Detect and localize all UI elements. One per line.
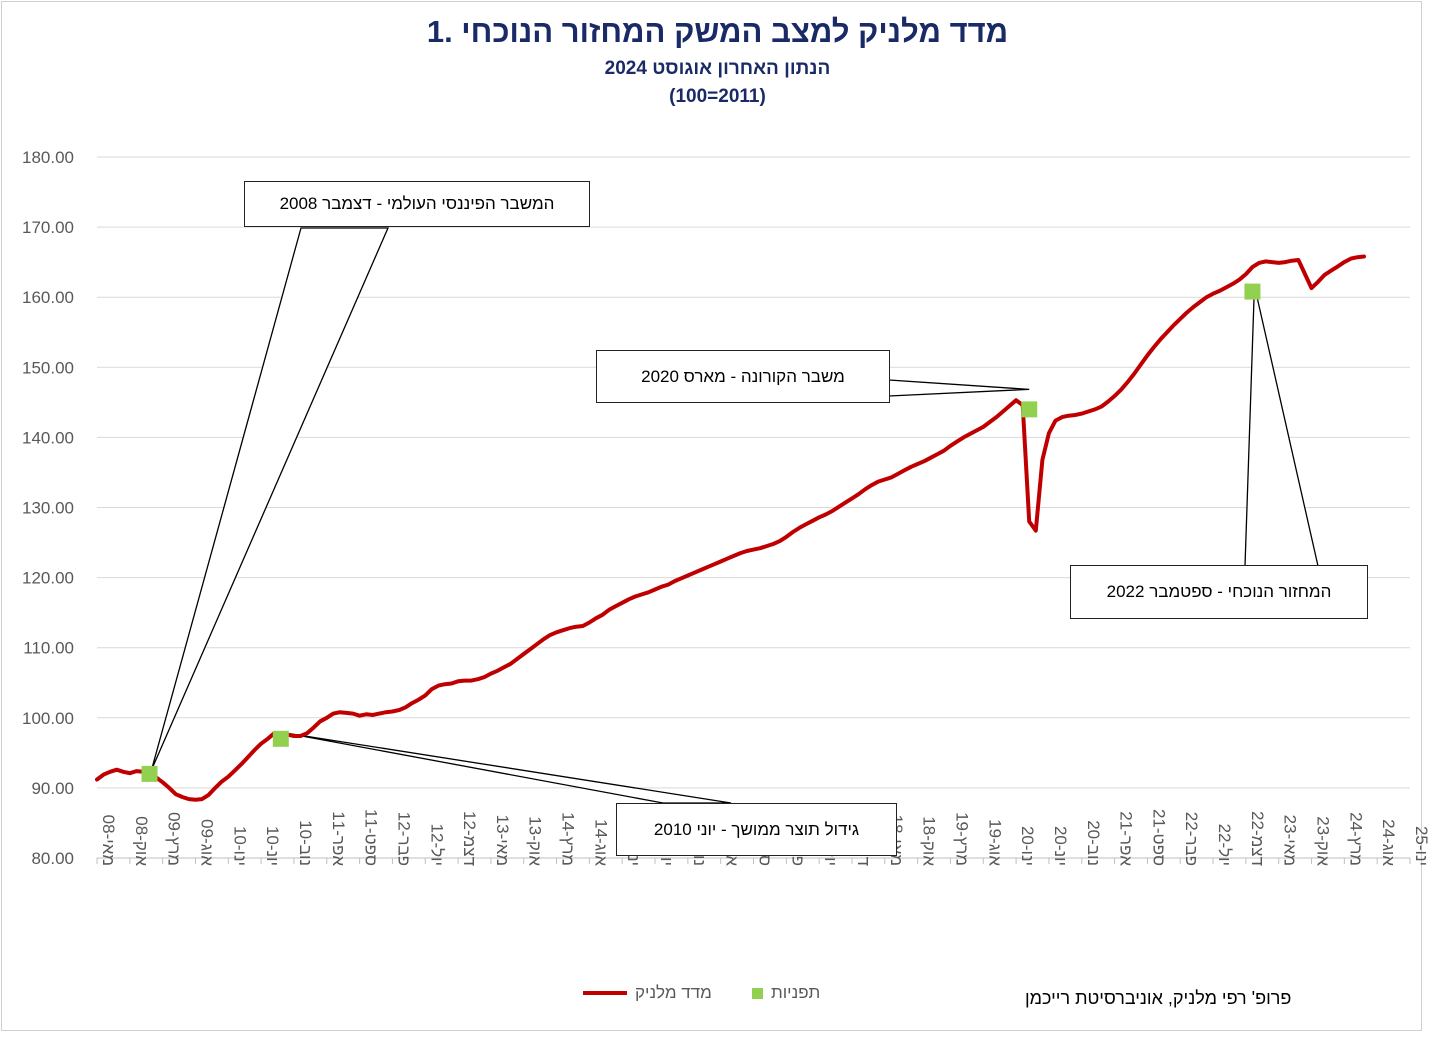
- callout-financial-crisis: המשבר הפיננסי העולמי - דצמבר 2008: [244, 181, 590, 227]
- callout-leaders: [150, 227, 1319, 804]
- x-tick-label: מרץ-19: [952, 812, 971, 866]
- x-tick-label: אפר-11: [329, 811, 348, 866]
- chart-title: 1. מדד מלניק למצב המשק המחזור הנוכחי: [426, 14, 1009, 49]
- y-tick-label: 120.00: [22, 569, 74, 588]
- x-tick-label: אוג-14: [591, 819, 610, 866]
- y-axis-ticks: 80.00 90.00 100.00 110.00 120.00 130.00 140.00…: [22, 148, 74, 868]
- x-tick-label: מרץ-14: [559, 812, 578, 866]
- x-tick-label: יונ-20: [1051, 826, 1070, 866]
- turning-point-marker: [1021, 401, 1038, 418]
- x-tick-label: ינו-25: [1412, 826, 1431, 866]
- x-tick-label: נוב-20: [1084, 820, 1103, 866]
- turning-point-marker: [272, 730, 289, 747]
- legend-item-turning-points: תפניות: [752, 983, 820, 1003]
- y-tick-label: 130.00: [22, 499, 74, 518]
- callout-growth-2010: גידול תוצר ממושך - יוני 2010: [616, 803, 897, 856]
- y-tick-label: 150.00: [22, 358, 74, 377]
- x-tick-label: אוג-19: [985, 819, 1004, 866]
- x-tick-label: ינו-10: [230, 826, 249, 866]
- x-tick-label: ספט-21: [1149, 809, 1168, 866]
- x-tick-label: יול-12: [427, 824, 446, 866]
- x-tick-label: אוק-23: [1314, 816, 1333, 866]
- y-tick-label: 110.00: [23, 639, 74, 658]
- y-tick-label: 140.00: [22, 428, 74, 447]
- x-tick-label: יול-22: [1215, 824, 1234, 866]
- y-tick-label: 160.00: [22, 288, 74, 307]
- y-tick-label: 170.00: [22, 218, 74, 237]
- x-tick-label: מאי-13: [493, 815, 512, 866]
- x-tick-label: נוב-10: [296, 820, 315, 866]
- leader-financial-crisis: [150, 227, 389, 771]
- legend-square-swatch: [752, 987, 763, 999]
- x-tick-label: יונ-10: [263, 826, 282, 866]
- x-tick-label: ינו-20: [1018, 826, 1037, 866]
- x-tick-label: אוג-24: [1379, 819, 1398, 866]
- turning-point-markers: [141, 283, 1261, 782]
- x-tick-label: דצמ-12: [460, 811, 479, 866]
- y-tick-label: 180.00: [22, 148, 74, 167]
- leader-current-cycle: [1244, 285, 1319, 567]
- y-tick-label: 90.00: [31, 779, 74, 798]
- series-line-melnick-index: [95, 254, 1366, 802]
- callout-current-cycle: המחזור הנוכחי - ספטמבר 2022: [1070, 565, 1368, 619]
- x-tick-label: אוק-18: [920, 816, 939, 866]
- chart-frame: [1, 1, 1422, 1031]
- leader-covid-crisis: [888, 379, 1030, 397]
- y-tick-label: 100.00: [22, 709, 74, 728]
- x-tick-label: מאי-23: [1281, 815, 1300, 866]
- chart-subtitle: הנתון האחרון אוגוסט 2024: [604, 58, 831, 79]
- x-tick-label: ספט-11: [362, 809, 381, 866]
- legend-label-index: מדד מלניק: [635, 983, 712, 1002]
- author-credit: פרופ' רפי מלניק, אוניברסיטת רייכמן: [1025, 988, 1292, 1008]
- x-tick-label: מרץ-09: [165, 812, 184, 866]
- legend-item-index: מדד מלניק: [583, 983, 712, 1003]
- x-tick-label: אפר-21: [1117, 811, 1136, 866]
- x-tick-label: פבר-12: [394, 812, 413, 866]
- x-tick-label: מאי-08: [99, 815, 118, 866]
- x-tick-label: אוק-13: [526, 816, 545, 866]
- callout-covid-crisis: משבר הקורונה - מארס 2020: [596, 350, 890, 403]
- series-layer: [95, 254, 1366, 802]
- y-tick-label: 80.00: [31, 849, 74, 868]
- turning-point-marker: [141, 765, 158, 782]
- x-tick-label: אוג-09: [197, 819, 216, 866]
- turning-point-marker: [1244, 283, 1261, 300]
- x-tick-label: מרץ-24: [1346, 812, 1365, 866]
- chart-subtitle-base: (100=2011): [669, 86, 766, 107]
- leader-growth-2010: [284, 732, 732, 804]
- legend-line-swatch: [583, 991, 627, 995]
- legend-label-turning-points: תפניות: [771, 983, 821, 1002]
- x-tick-label: פבר-22: [1182, 812, 1201, 866]
- x-tick-label: אוק-08: [132, 816, 151, 866]
- x-tick-label: דצמ-22: [1248, 811, 1267, 866]
